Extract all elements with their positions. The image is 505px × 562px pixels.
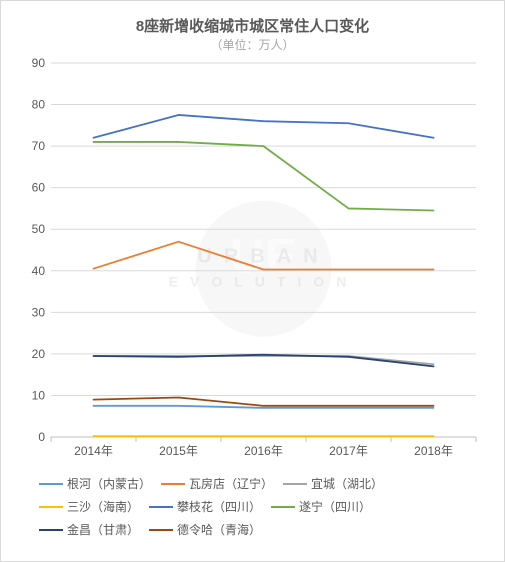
svg-text:30: 30	[32, 305, 46, 319]
svg-text:2014年: 2014年	[74, 444, 113, 458]
svg-text:2018年: 2018年	[414, 444, 453, 458]
svg-text:10: 10	[32, 388, 46, 402]
svg-text:40: 40	[32, 264, 46, 278]
svg-text:50: 50	[32, 222, 46, 236]
svg-text:2017年: 2017年	[329, 444, 368, 458]
chart-subtitle: （单位：万人）	[21, 36, 484, 53]
legend-item: 攀枝花（四川）	[149, 498, 261, 515]
chart-card: 8座新增收缩城市城区常住人口变化 （单位：万人） UEURBANEVOLUTIO…	[0, 0, 505, 562]
legend-label: 攀枝花（四川）	[177, 498, 261, 515]
legend-label: 宜城（湖北）	[311, 475, 383, 492]
svg-text:URBAN: URBAN	[197, 246, 329, 268]
legend-label: 根河（内蒙古）	[67, 475, 151, 492]
chart-title: 8座新增收缩城市城区常住人口变化	[21, 15, 484, 36]
legend-swatch	[39, 506, 63, 508]
legend-item: 宜城（湖北）	[283, 475, 383, 492]
legend-item: 根河（内蒙古）	[39, 475, 151, 492]
legend-swatch	[161, 483, 185, 485]
legend-swatch	[271, 506, 295, 508]
legend-item: 遂宁（四川）	[271, 498, 371, 515]
svg-text:90: 90	[32, 57, 46, 70]
svg-text:80: 80	[32, 98, 46, 112]
legend-label: 金昌（甘肃）	[67, 521, 139, 538]
legend-item: 瓦房店（辽宁）	[161, 475, 273, 492]
legend-swatch	[283, 483, 307, 485]
legend-label: 瓦房店（辽宁）	[189, 475, 273, 492]
legend-item: 三沙（海南）	[39, 498, 139, 515]
legend-label: 三沙（海南）	[67, 498, 139, 515]
svg-text:2015年: 2015年	[159, 444, 198, 458]
svg-text:0: 0	[38, 430, 45, 444]
svg-text:EVOLUTION: EVOLUTION	[169, 274, 359, 290]
legend-label: 遂宁（四川）	[299, 498, 371, 515]
legend-label: 德令哈（青海）	[177, 521, 261, 538]
legend-swatch	[149, 506, 173, 508]
svg-text:60: 60	[32, 181, 46, 195]
svg-text:2016年: 2016年	[244, 444, 283, 458]
chart-legend: 根河（内蒙古） 瓦房店（辽宁） 宜城（湖北） 三沙（海南） 攀枝花（四川） 遂宁（四川） 金…	[21, 475, 484, 538]
svg-text:20: 20	[32, 347, 46, 361]
legend-swatch	[39, 483, 63, 485]
legend-swatch	[149, 529, 173, 531]
legend-swatch	[39, 529, 63, 531]
legend-item: 金昌（甘肃）	[39, 521, 139, 538]
line-chart-svg: UEURBANEVOLUTION01020304050607080902014年…	[21, 57, 484, 467]
chart-plot: UEURBANEVOLUTION01020304050607080902014年…	[21, 57, 484, 467]
legend-item: 德令哈（青海）	[149, 521, 261, 538]
svg-text:70: 70	[32, 139, 46, 153]
